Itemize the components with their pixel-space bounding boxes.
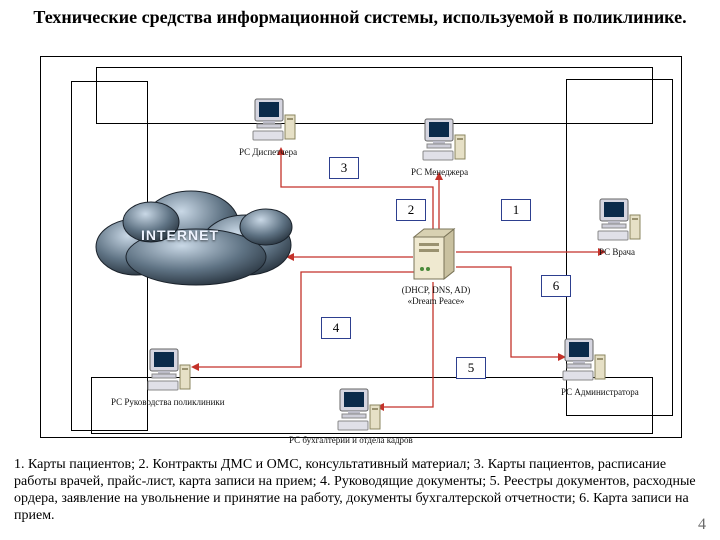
label-dispatcher: РС Диспетчера: [239, 147, 297, 157]
num-box-5: 5: [456, 357, 486, 379]
num-box-3: 3: [329, 157, 359, 179]
label-manager: РС Менеджера: [411, 167, 468, 177]
pc-admin: [561, 337, 607, 385]
num-box-6: 6: [541, 275, 571, 297]
pc-doctor: [596, 197, 642, 245]
slide-number: 4: [698, 516, 706, 534]
server-subtitle-1: (DHCP, DNS, AD): [386, 285, 486, 295]
num-box-4: 4: [321, 317, 351, 339]
label-doctor: РС Врача: [599, 247, 635, 257]
legend-text: 1. Карты пациентов; 2. Контракты ДМС и О…: [14, 456, 706, 524]
pc-management: [146, 347, 192, 395]
label-accounting: РС бухгалтерии и отдела кадров: [289, 435, 413, 445]
server-subtitle-2: «Dream Peace»: [386, 296, 486, 306]
internet-label: INTERNET: [141, 227, 219, 243]
page-title: Технические средства информационной сист…: [0, 6, 720, 28]
pc-manager: [421, 117, 467, 165]
label-admin: РС Администратора: [561, 387, 639, 397]
num-box-1: 1: [501, 199, 531, 221]
diagram-frame: INTERNET (DHCP, DNS, AD) «Dream Peace» Р…: [40, 56, 682, 438]
label-management: РС Руководства поликлиники: [111, 397, 225, 407]
server-icon: [406, 227, 461, 285]
pc-dispatcher: [251, 97, 297, 145]
num-box-2: 2: [396, 199, 426, 221]
pc-accounting: [336, 387, 382, 435]
